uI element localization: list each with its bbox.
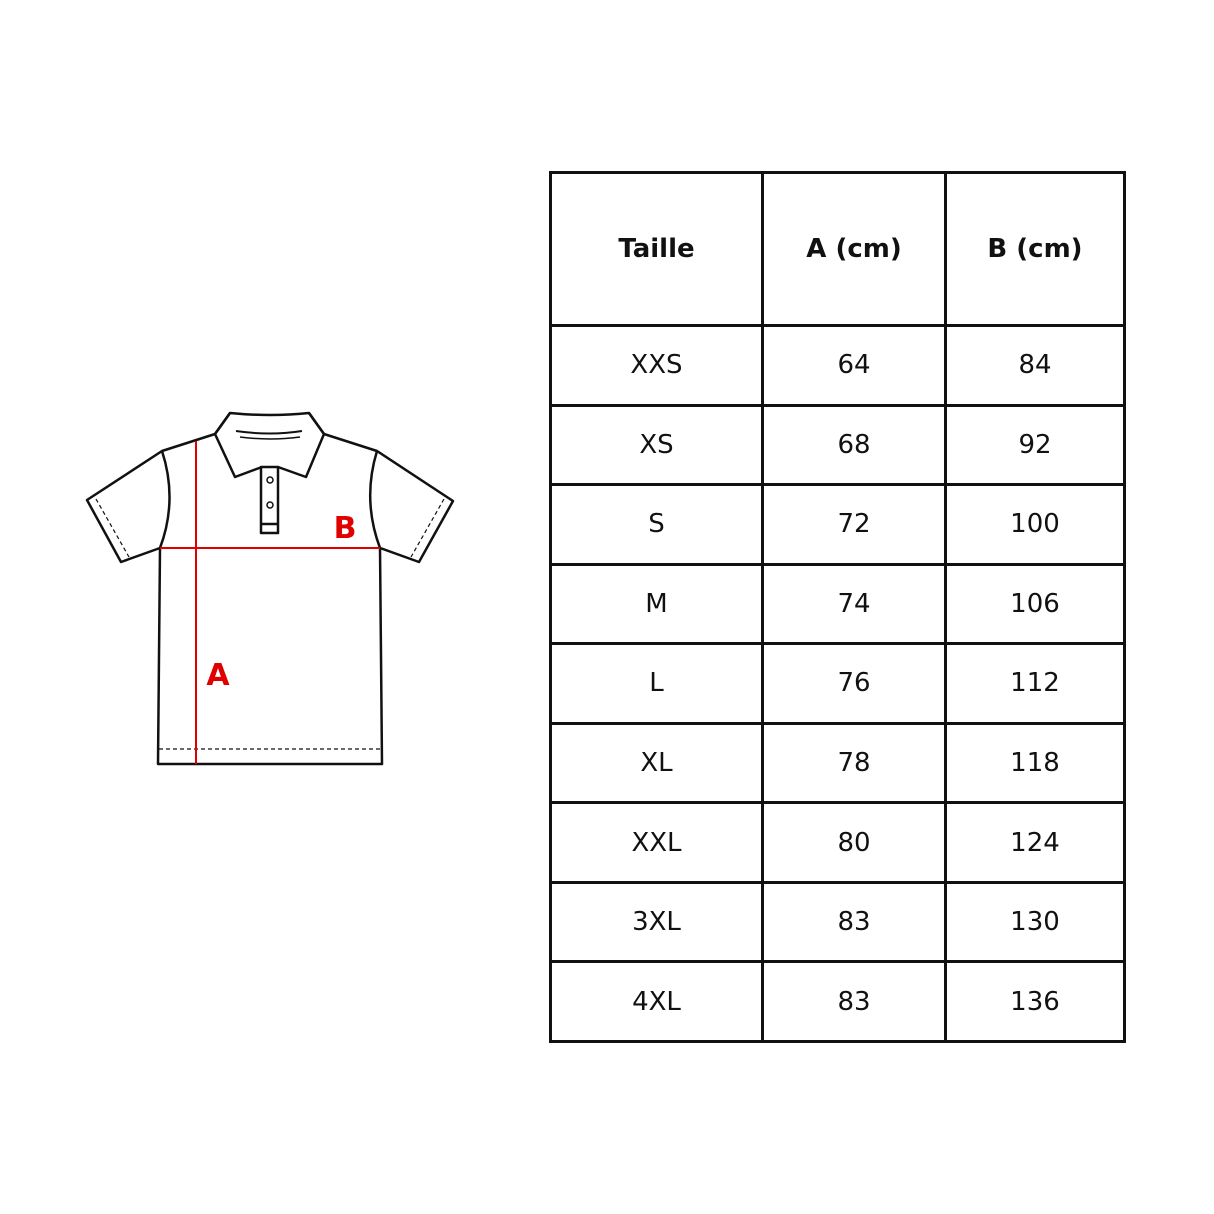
cell-size: XXL (549, 801, 764, 884)
cell-a: 72 (761, 483, 947, 566)
table-row: XXL 80 124 (549, 801, 1126, 884)
header-b: B (cm) (944, 171, 1126, 327)
table-row: S 72 100 (549, 483, 1126, 566)
table-header-row: Taille A (cm) B (cm) (549, 171, 1126, 327)
cell-b: 100 (944, 483, 1126, 566)
table-row: XL 78 118 (549, 721, 1126, 805)
cell-size: L (549, 642, 764, 725)
label-a: A (206, 658, 230, 693)
label-b: B (334, 511, 357, 546)
cell-b: 130 (944, 880, 1126, 964)
size-table: Taille A (cm) B (cm) XXS 64 84 XS 68 92 S 72 100… (549, 171, 1126, 1043)
polo-shirt-diagram: B A (85, 411, 455, 766)
cell-size: XS (549, 403, 764, 487)
table-row: L 76 112 (549, 642, 1126, 725)
cell-a: 64 (761, 324, 947, 407)
cell-size: S (549, 483, 764, 566)
cell-a: 83 (761, 880, 947, 964)
cell-a: 74 (761, 562, 947, 646)
header-size: Taille (549, 171, 764, 327)
cell-b: 136 (944, 960, 1126, 1043)
cell-b: 84 (944, 324, 1126, 407)
cell-size: XXS (549, 324, 764, 407)
cell-a: 80 (761, 801, 947, 884)
cell-size: 4XL (549, 960, 764, 1043)
cell-a: 83 (761, 960, 947, 1043)
table-row: 3XL 83 130 (549, 880, 1126, 964)
cell-size: 3XL (549, 880, 764, 964)
shirt-outline (85, 411, 455, 766)
table-row: M 74 106 (549, 562, 1126, 646)
cell-b: 106 (944, 562, 1126, 646)
cell-a: 78 (761, 721, 947, 805)
cell-b: 112 (944, 642, 1126, 725)
cell-b: 124 (944, 801, 1126, 884)
cell-a: 76 (761, 642, 947, 725)
cell-b: 118 (944, 721, 1126, 805)
table-row: XXS 64 84 (549, 324, 1126, 407)
table-row: 4XL 83 136 (549, 960, 1126, 1043)
cell-b: 92 (944, 403, 1126, 487)
header-a: A (cm) (761, 171, 947, 327)
cell-size: M (549, 562, 764, 646)
table-row: XS 68 92 (549, 403, 1126, 487)
cell-a: 68 (761, 403, 947, 487)
cell-size: XL (549, 721, 764, 805)
